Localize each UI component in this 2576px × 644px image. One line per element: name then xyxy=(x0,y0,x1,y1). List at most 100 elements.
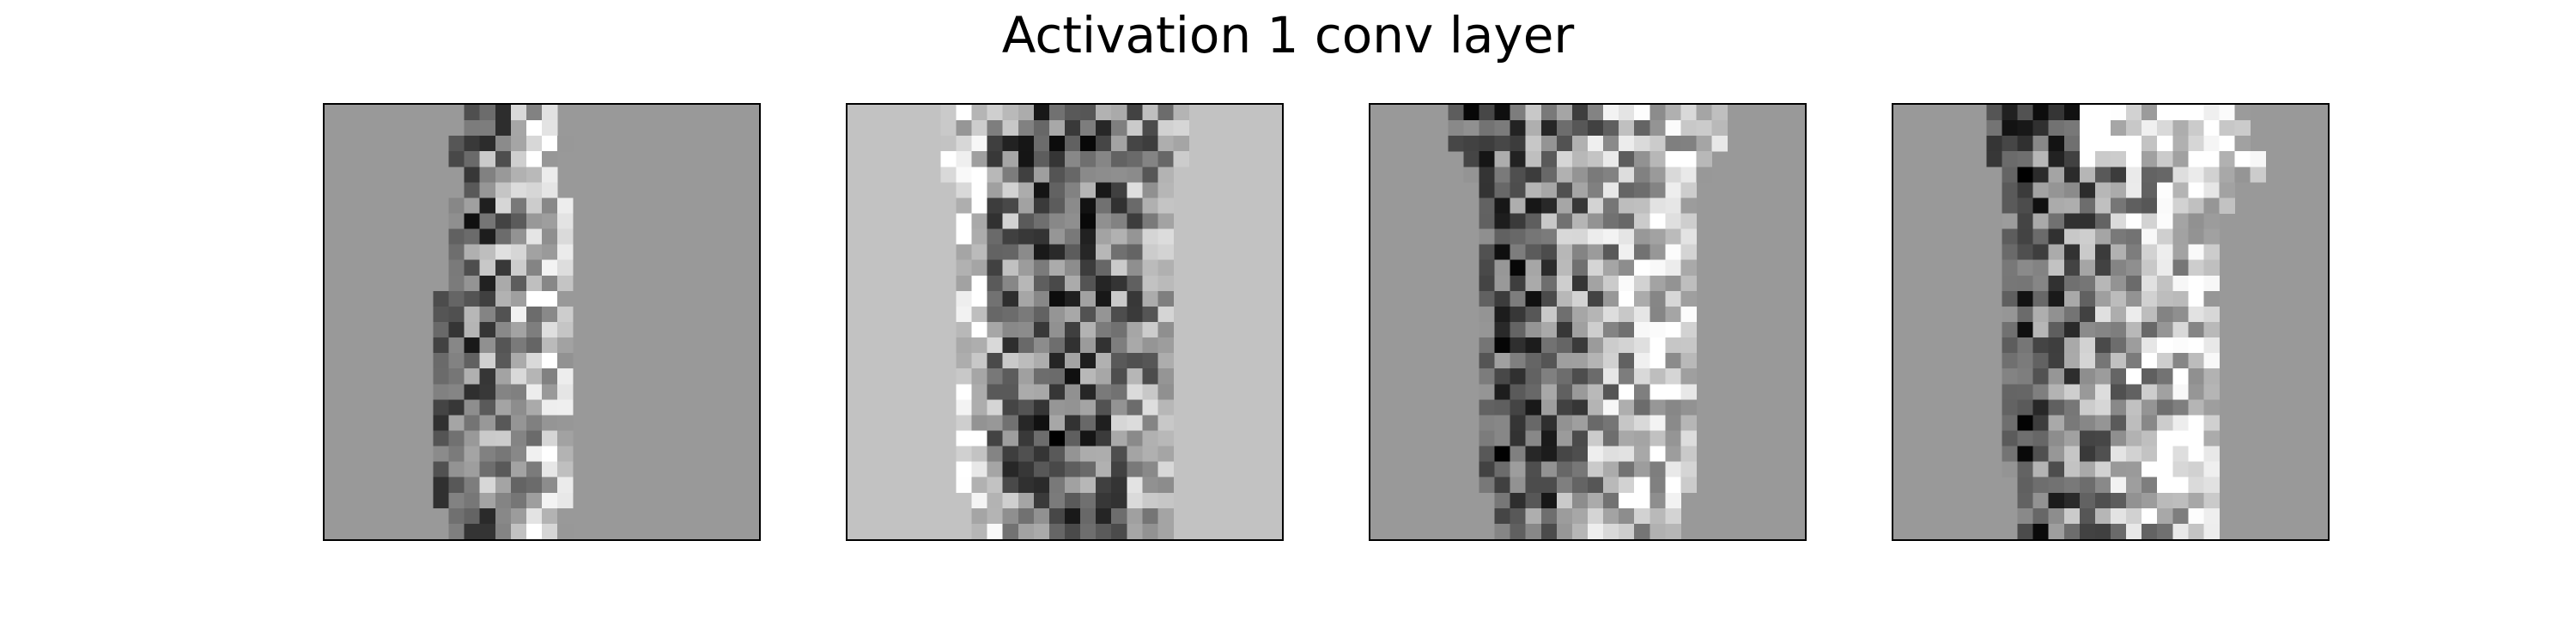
heatmap-cell xyxy=(448,477,465,494)
heatmap-cell xyxy=(1127,244,1143,261)
heatmap-cell xyxy=(956,151,972,167)
heatmap-cell xyxy=(1048,523,1066,539)
heatmap-cell xyxy=(510,415,527,431)
heatmap-cell xyxy=(2017,167,2034,183)
heatmap-cell xyxy=(1065,136,1081,152)
heatmap-cell xyxy=(2079,399,2096,416)
heatmap-cell xyxy=(2188,507,2204,525)
heatmap-cell xyxy=(495,259,512,276)
heatmap-cell xyxy=(1127,353,1143,369)
heatmap-cell xyxy=(1065,213,1081,229)
heatmap-cell xyxy=(2111,322,2127,338)
heatmap-cell xyxy=(1634,399,1650,416)
heatmap-cell xyxy=(1173,151,1189,167)
heatmap-cell xyxy=(1096,105,1112,121)
heatmap-cell xyxy=(1494,477,1511,494)
heatmap-cell xyxy=(542,415,558,431)
heatmap-cell xyxy=(1127,399,1143,416)
heatmap-cell xyxy=(1634,244,1650,261)
heatmap-cell xyxy=(1479,477,1495,494)
heatmap-cell xyxy=(1048,120,1066,137)
heatmap-cell xyxy=(1540,120,1558,137)
heatmap-cell xyxy=(2032,105,2050,121)
heatmap-cell xyxy=(2111,430,2127,447)
heatmap-cell xyxy=(1080,523,1097,539)
heatmap-cell xyxy=(1080,384,1097,400)
heatmap-cell xyxy=(510,306,527,323)
heatmap-cell xyxy=(2032,182,2050,198)
heatmap-cell xyxy=(2126,492,2142,509)
heatmap-cell xyxy=(1127,446,1143,463)
heatmap-cell xyxy=(956,461,972,478)
heatmap-cell xyxy=(956,167,972,183)
heatmap-cell xyxy=(2094,306,2111,323)
heatmap-cell xyxy=(1002,244,1019,261)
heatmap-cell xyxy=(1127,105,1143,121)
heatmap-cell xyxy=(1494,461,1511,478)
heatmap-cell xyxy=(1033,353,1050,369)
heatmap-cell xyxy=(479,228,496,246)
heatmap-cell xyxy=(1002,477,1019,494)
heatmap-cell xyxy=(2094,430,2111,447)
heatmap-cell xyxy=(557,244,574,261)
heatmap-cell xyxy=(448,353,465,369)
heatmap-cell xyxy=(1142,290,1158,307)
heatmap-cell xyxy=(495,337,512,354)
heatmap-cell xyxy=(971,353,988,369)
heatmap-cell xyxy=(2172,213,2189,229)
heatmap-cell xyxy=(2063,492,2081,509)
heatmap-cell xyxy=(987,105,1004,121)
heatmap-cell xyxy=(1540,353,1558,369)
heatmap-cell xyxy=(1479,306,1495,323)
heatmap-cell xyxy=(987,368,1004,385)
heatmap-cell xyxy=(557,507,574,525)
heatmap-cell xyxy=(971,120,988,137)
heatmap-cell xyxy=(2063,415,2081,431)
heatmap-cell xyxy=(2203,461,2220,478)
heatmap-cell xyxy=(1634,477,1650,494)
heatmap-cell xyxy=(2142,415,2158,431)
heatmap-cell xyxy=(2002,430,2018,447)
heatmap-cell xyxy=(2157,353,2173,369)
heatmap-cell xyxy=(1540,244,1558,261)
heatmap-cell xyxy=(1619,290,1635,307)
heatmap-cell xyxy=(987,120,1004,137)
heatmap-cell xyxy=(2094,399,2111,416)
heatmap-cell xyxy=(1127,306,1143,323)
heatmap-cell xyxy=(940,105,957,121)
heatmap-cell xyxy=(1510,151,1527,167)
heatmap-cell xyxy=(1649,368,1666,385)
heatmap-cell xyxy=(1048,136,1066,152)
heatmap-cell xyxy=(542,105,558,121)
heatmap-cell xyxy=(2203,259,2220,276)
heatmap-cell xyxy=(2172,167,2189,183)
heatmap-cell xyxy=(2017,415,2034,431)
heatmap-cell xyxy=(1002,353,1019,369)
heatmap-cell xyxy=(1127,197,1143,214)
heatmap-cell xyxy=(510,399,527,416)
heatmap-cell xyxy=(479,368,496,385)
heatmap-cell xyxy=(940,120,957,137)
heatmap-cell xyxy=(1048,430,1066,447)
heatmap-cell xyxy=(1096,322,1112,338)
heatmap-cell xyxy=(1096,197,1112,214)
heatmap-cell xyxy=(1142,523,1158,539)
heatmap-cell xyxy=(1510,368,1527,385)
heatmap-cell xyxy=(1157,259,1174,276)
heatmap-cell xyxy=(1634,120,1650,137)
heatmap-cell xyxy=(557,384,574,400)
heatmap-cell xyxy=(1018,507,1035,525)
heatmap-cell xyxy=(1525,384,1542,400)
heatmap-cell xyxy=(448,337,465,354)
heatmap-cell xyxy=(464,492,481,509)
heatmap-cell xyxy=(510,197,527,214)
heatmap-cell xyxy=(1494,275,1511,292)
heatmap-cell xyxy=(2002,275,2018,292)
heatmap-cell xyxy=(1540,167,1558,183)
heatmap-cell xyxy=(1525,259,1542,276)
heatmap-cell xyxy=(1588,337,1604,354)
heatmap-cell xyxy=(971,507,988,525)
heatmap-cell xyxy=(2048,384,2065,400)
heatmap-cell xyxy=(1157,136,1174,152)
heatmap-cell xyxy=(2157,105,2173,121)
